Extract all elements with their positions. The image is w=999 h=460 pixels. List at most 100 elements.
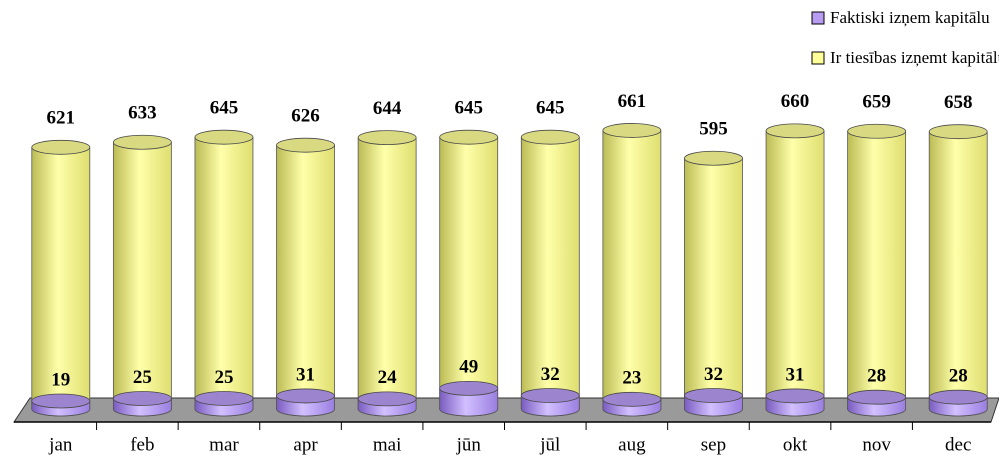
data-label: 28 bbox=[949, 366, 968, 387]
data-label: 19 bbox=[51, 369, 70, 390]
cylinder-top bbox=[439, 129, 499, 145]
cylinder-outline bbox=[31, 400, 91, 409]
x-tick-label: feb bbox=[130, 434, 154, 455]
data-label: 644 bbox=[373, 98, 402, 119]
data-label: 621 bbox=[47, 108, 76, 129]
x-tick-label: dec bbox=[945, 434, 971, 455]
x-tick-label: mar bbox=[209, 434, 239, 455]
data-label: 28 bbox=[867, 366, 886, 387]
cylinder-outline bbox=[602, 399, 662, 409]
cylinder bbox=[929, 131, 988, 409]
data-label: 645 bbox=[210, 98, 239, 119]
data-label: 31 bbox=[296, 364, 315, 385]
cylinder-outline bbox=[928, 131, 988, 409]
cylinder-outline bbox=[112, 142, 172, 409]
cylinder-top bbox=[31, 393, 91, 409]
cylinder-outline bbox=[602, 130, 662, 409]
legend-swatch bbox=[811, 11, 825, 25]
data-label: 24 bbox=[378, 367, 398, 388]
cylinder-outline bbox=[847, 397, 907, 409]
cylinder-top bbox=[684, 150, 743, 166]
data-label: 660 bbox=[781, 91, 810, 112]
cylinder-top bbox=[276, 137, 335, 153]
data-label: 25 bbox=[214, 367, 233, 388]
x-tick-label: jan bbox=[48, 434, 73, 455]
cylinder bbox=[358, 137, 417, 409]
cylinder-outline bbox=[684, 395, 743, 409]
cylinder-top bbox=[357, 130, 417, 146]
data-label: 645 bbox=[454, 98, 483, 119]
cylinder-top bbox=[520, 129, 580, 145]
x-tick-label: okt bbox=[783, 434, 808, 455]
cylinder-top bbox=[520, 388, 580, 403]
cylinder-top bbox=[847, 389, 907, 405]
cylinder-outline bbox=[765, 130, 825, 409]
cylinder-top bbox=[928, 389, 988, 405]
cylinder bbox=[684, 158, 743, 409]
data-label: 658 bbox=[944, 92, 973, 113]
data-label: 645 bbox=[536, 98, 565, 119]
cylinder bbox=[766, 130, 825, 409]
data-label: 661 bbox=[618, 91, 647, 112]
cylinder-top bbox=[765, 388, 825, 404]
cylinder-top bbox=[684, 388, 743, 403]
cylinder-top bbox=[847, 123, 907, 139]
data-label: 626 bbox=[291, 106, 320, 127]
data-label: 32 bbox=[541, 364, 560, 385]
cylinder-top bbox=[602, 391, 662, 407]
cylinder bbox=[439, 137, 498, 409]
cylinder-outline bbox=[928, 397, 988, 409]
cylinder-outline bbox=[194, 137, 254, 409]
cylinder-top bbox=[276, 388, 335, 404]
cylinder-outline bbox=[684, 158, 743, 409]
cylinder bbox=[31, 147, 90, 410]
cylinder bbox=[194, 137, 253, 409]
x-tick-label: nov bbox=[862, 434, 891, 455]
legend-label: Faktiski izņem kapitālu bbox=[830, 8, 990, 27]
x-tick-label: aug bbox=[618, 434, 646, 455]
cylinder-outline bbox=[357, 398, 417, 409]
cylinder-outline bbox=[520, 395, 580, 409]
data-label: 23 bbox=[622, 368, 641, 389]
cylinder-top bbox=[765, 123, 825, 139]
cylinder-outline bbox=[520, 137, 580, 409]
cylinder-top bbox=[357, 391, 417, 407]
cylinder-outline bbox=[439, 137, 499, 409]
cylinder bbox=[521, 137, 580, 409]
cylinder-outline bbox=[765, 395, 825, 409]
x-tick-label: apr bbox=[293, 434, 318, 455]
x-tick-label: sep bbox=[701, 434, 726, 455]
cylinder-outline bbox=[847, 131, 907, 409]
cylinder-outline bbox=[357, 137, 417, 409]
cylinder-top bbox=[602, 123, 662, 138]
data-label: 49 bbox=[459, 357, 478, 378]
x-tick-label: jūl bbox=[539, 434, 560, 455]
legend-label: Ir tiesības izņemt kapitālu bbox=[830, 48, 999, 67]
cylinder-top bbox=[31, 139, 91, 155]
cylinder bbox=[276, 145, 335, 409]
data-label: 595 bbox=[699, 119, 728, 140]
cylinder-top bbox=[194, 391, 254, 406]
data-label: 31 bbox=[786, 364, 805, 385]
data-label: 32 bbox=[704, 364, 723, 385]
cylinder-top bbox=[439, 380, 499, 396]
cylinder bbox=[602, 130, 661, 409]
cylinder-outline bbox=[31, 147, 91, 409]
cylinder bbox=[113, 142, 172, 409]
cylinder-top bbox=[194, 129, 254, 145]
cylinder bbox=[847, 131, 906, 409]
cylinder-outline bbox=[276, 395, 335, 409]
cylinder-top bbox=[112, 134, 172, 150]
data-label: 633 bbox=[128, 103, 157, 124]
legend-swatch bbox=[811, 51, 825, 65]
cylinder-top bbox=[928, 124, 988, 140]
cylinder-top bbox=[112, 391, 172, 406]
x-tick-label: mai bbox=[373, 434, 402, 455]
cylinder-outline bbox=[112, 398, 172, 409]
data-label: 659 bbox=[862, 92, 891, 113]
x-tick-label: jūn bbox=[456, 434, 482, 455]
cylinder-outline bbox=[194, 398, 254, 409]
cylinder-outline bbox=[276, 145, 335, 409]
data-label: 25 bbox=[133, 367, 152, 388]
